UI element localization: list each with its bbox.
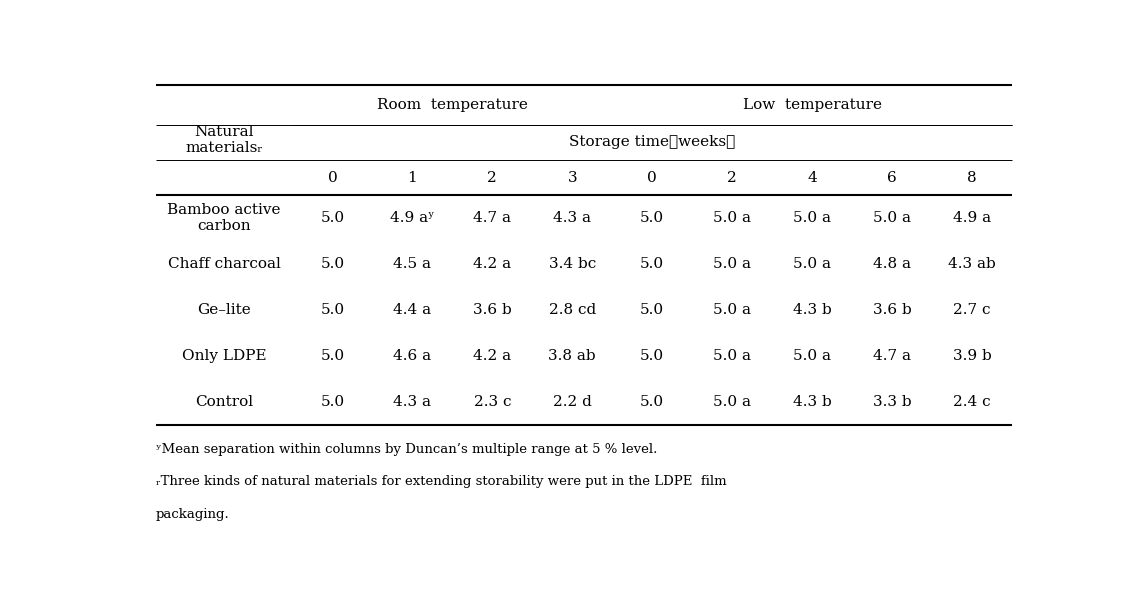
Text: 3.3 b: 3.3 b (872, 395, 911, 409)
Text: 5.0 a: 5.0 a (713, 211, 751, 225)
Text: 3.6 b: 3.6 b (473, 303, 511, 317)
Text: 4.3 a: 4.3 a (393, 395, 432, 409)
Text: 1: 1 (408, 171, 417, 185)
Text: 4.7 a: 4.7 a (474, 211, 511, 225)
Text: Bamboo active
carbon: Bamboo active carbon (167, 203, 281, 234)
Text: 2: 2 (727, 171, 737, 185)
Text: 5.0: 5.0 (640, 303, 664, 317)
Text: 4.6 a: 4.6 a (393, 350, 432, 364)
Text: 8: 8 (967, 171, 977, 185)
Text: 5.0 a: 5.0 a (793, 257, 831, 271)
Text: 4.4 a: 4.4 a (393, 303, 432, 317)
Text: Only LDPE: Only LDPE (182, 350, 267, 364)
Text: 4.7 a: 4.7 a (872, 350, 911, 364)
Text: 5.0: 5.0 (640, 395, 664, 409)
Text: 5.0 a: 5.0 a (793, 211, 831, 225)
Text: 5.0: 5.0 (320, 350, 344, 364)
Text: 5.0: 5.0 (320, 257, 344, 271)
Text: 5.0 a: 5.0 a (793, 350, 831, 364)
Text: 0: 0 (647, 171, 657, 185)
Text: 4.9 a: 4.9 a (953, 211, 991, 225)
Text: 3: 3 (567, 171, 577, 185)
Text: 4.5 a: 4.5 a (393, 257, 432, 271)
Text: 3.9 b: 3.9 b (952, 350, 991, 364)
Text: 4.3 ab: 4.3 ab (948, 257, 995, 271)
Text: 5.0: 5.0 (320, 303, 344, 317)
Text: 4: 4 (808, 171, 817, 185)
Text: Low  temperature: Low temperature (743, 98, 882, 112)
Text: 2.8 cd: 2.8 cd (549, 303, 596, 317)
Text: 5.0 a: 5.0 a (713, 303, 751, 317)
Text: 5.0 a: 5.0 a (872, 211, 911, 225)
Text: 5.0 a: 5.0 a (713, 257, 751, 271)
Text: Chaff charcoal: Chaff charcoal (167, 257, 280, 271)
Text: Control: Control (195, 395, 253, 409)
Text: 5.0: 5.0 (640, 350, 664, 364)
Text: 2.2 d: 2.2 d (552, 395, 591, 409)
Text: 4.2 a: 4.2 a (473, 257, 511, 271)
Text: 5.0: 5.0 (640, 211, 664, 225)
Text: 4.3 a: 4.3 a (554, 211, 591, 225)
Text: 6: 6 (887, 171, 896, 185)
Text: ᵣThree kinds of natural materials for extending storability were put in the LDPE: ᵣThree kinds of natural materials for ex… (156, 475, 727, 488)
Text: 5.0: 5.0 (640, 257, 664, 271)
Text: packaging.: packaging. (156, 508, 229, 521)
Text: 3.4 bc: 3.4 bc (549, 257, 596, 271)
Text: 5.0: 5.0 (320, 211, 344, 225)
Text: 2.3 c: 2.3 c (474, 395, 511, 409)
Text: 5.0: 5.0 (320, 395, 344, 409)
Text: 4.3 b: 4.3 b (793, 395, 831, 409)
Text: 5.0 a: 5.0 a (713, 350, 751, 364)
Text: 2: 2 (487, 171, 497, 185)
Text: 3.8 ab: 3.8 ab (548, 350, 596, 364)
Text: 4.8 a: 4.8 a (872, 257, 911, 271)
Text: 4.2 a: 4.2 a (473, 350, 511, 364)
Text: Ge–lite: Ge–lite (197, 303, 251, 317)
Text: 2.7 c: 2.7 c (953, 303, 991, 317)
Text: 2.4 c: 2.4 c (953, 395, 991, 409)
Text: 4.9 aʸ: 4.9 aʸ (390, 211, 435, 225)
Text: Storage time（weeks）: Storage time（weeks） (570, 135, 736, 149)
Text: 4.3 b: 4.3 b (793, 303, 831, 317)
Text: ʸMean separation within columns by Duncan’s multiple range at 5 % level.: ʸMean separation within columns by Dunca… (156, 443, 657, 456)
Text: 0: 0 (328, 171, 337, 185)
Text: Room  temperature: Room temperature (377, 98, 527, 112)
Text: Natural
materialsᵣ: Natural materialsᵣ (186, 125, 263, 155)
Text: 5.0 a: 5.0 a (713, 395, 751, 409)
Text: 3.6 b: 3.6 b (872, 303, 911, 317)
